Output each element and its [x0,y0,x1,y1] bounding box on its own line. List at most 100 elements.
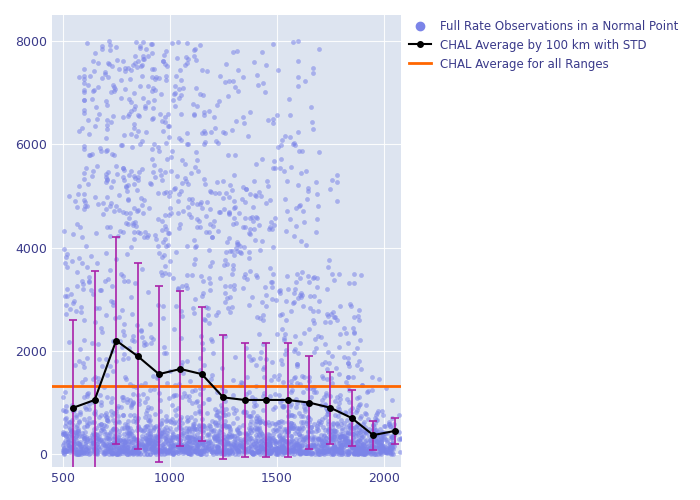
Point [319,414,330,422]
Point [357,420,368,428]
Point [318,432,330,440]
Point [250,272,261,280]
Point [357,450,368,458]
Point [349,444,360,452]
Point [249,424,260,432]
Point [156,441,167,449]
Point [176,424,187,432]
Point [309,433,320,441]
Point [211,448,222,456]
Point [323,429,334,437]
Point [66,401,78,409]
Point [111,442,122,450]
Point [279,448,290,456]
Point [195,450,206,458]
Point [214,414,225,422]
Point [244,254,255,262]
Point [374,449,386,457]
Point [321,448,332,456]
Point [211,422,222,430]
Point [374,444,385,452]
Point [312,274,323,282]
Point [113,432,124,440]
Point [197,277,209,285]
Point [90,434,101,442]
Point [350,450,361,458]
Point [236,442,247,450]
Point [183,424,195,432]
Point [82,449,93,457]
Point [103,446,114,454]
Point [60,259,71,267]
Point [189,425,200,433]
Point [198,440,209,448]
Point [118,434,129,442]
Point [263,450,274,458]
Point [340,434,351,442]
Point [232,446,244,454]
Point [190,242,202,250]
Point [339,438,350,446]
Point [256,437,267,445]
Point [270,420,281,428]
Point [342,358,354,366]
Point [228,408,239,416]
Point [384,445,395,453]
Point [374,448,386,456]
Point [334,442,345,450]
Point [238,73,249,81]
Point [163,122,174,130]
Point [172,404,183,412]
Point [192,396,203,404]
Point [338,445,349,453]
Point [100,250,111,258]
Point [180,160,191,168]
Point [331,445,342,453]
Point [168,441,179,449]
Point [92,200,104,207]
Point [300,446,311,454]
Point [127,448,138,456]
Point [271,448,282,456]
Point [124,96,135,104]
Point [320,389,331,397]
Point [195,436,206,444]
Point [153,427,164,435]
Point [181,424,192,432]
Point [146,446,158,454]
Point [249,191,260,199]
Point [100,312,111,320]
Point [269,372,280,380]
Point [139,446,150,454]
Point [328,426,339,434]
Point [130,350,141,358]
Point [159,118,170,126]
Point [188,111,199,119]
Point [316,447,327,455]
Point [208,427,219,435]
Point [252,424,263,432]
Point [265,448,276,456]
Point [182,433,193,441]
Point [111,448,122,456]
Point [88,436,99,444]
Point [348,372,359,380]
Point [58,444,69,452]
Point [114,436,125,444]
Point [89,122,100,130]
Point [104,38,115,46]
Point [182,180,193,188]
Point [376,442,387,450]
Point [195,447,206,455]
Point [213,308,224,316]
Point [197,444,209,452]
Point [263,225,274,233]
Point [284,440,295,448]
Point [253,448,264,456]
Point [286,432,297,440]
Point [130,218,141,226]
Point [259,364,270,372]
Point [274,289,286,297]
Point [298,418,309,426]
Point [141,340,152,348]
